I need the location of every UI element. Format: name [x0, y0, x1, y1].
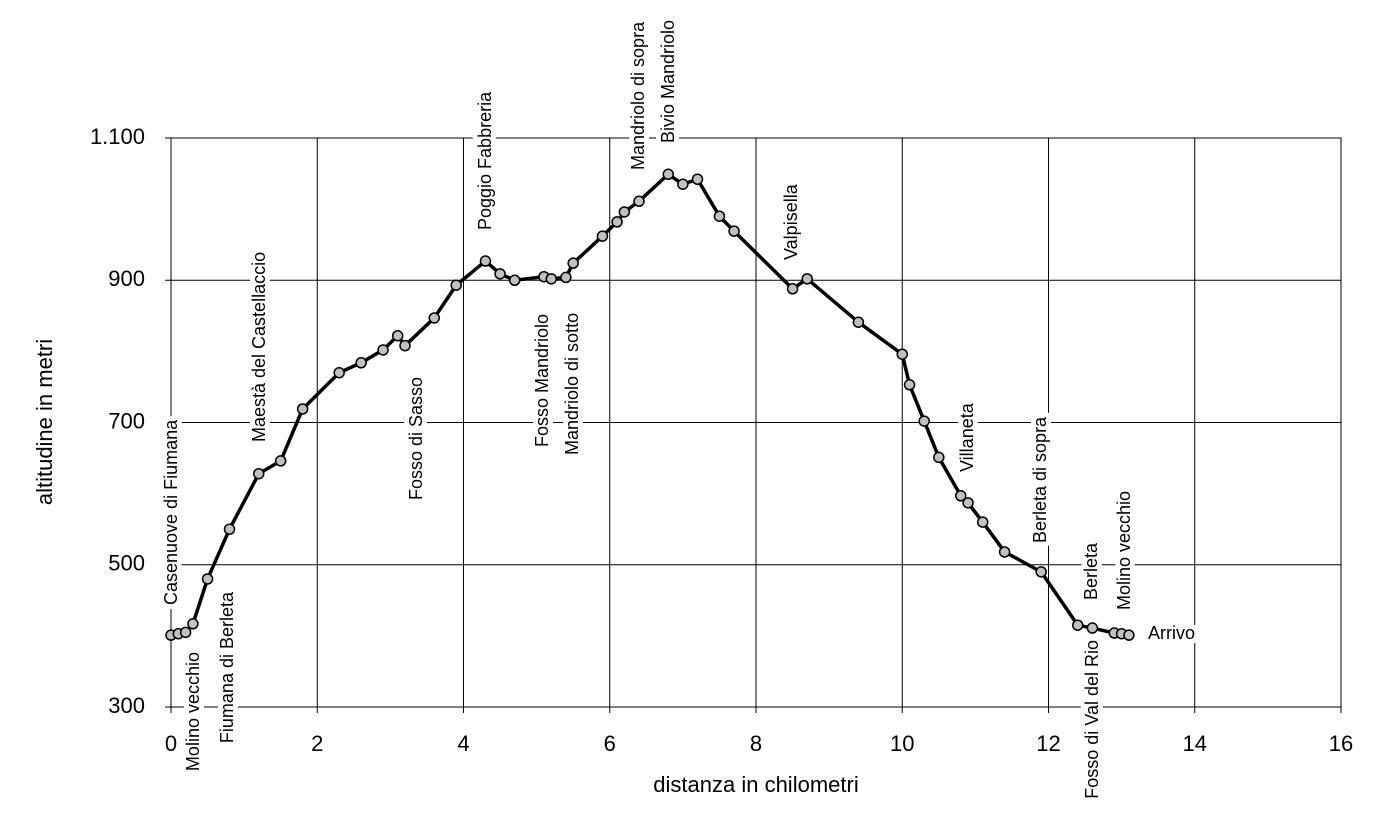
- annotation: Mandriolo di sopra: [628, 21, 648, 170]
- y-axis-label: altitudine in metri: [32, 339, 57, 505]
- point: [713, 210, 726, 222]
- y-tick-label: 1.100: [90, 124, 145, 149]
- point: [786, 283, 799, 295]
- point: [1035, 566, 1047, 578]
- plot-frame: [170, 137, 1342, 708]
- y-tick-label: 500: [108, 551, 145, 576]
- point: [545, 273, 557, 285]
- point: [399, 339, 411, 352]
- annotation: Molino vecchio: [1114, 491, 1134, 610]
- point: [998, 546, 1011, 558]
- point: [903, 379, 916, 391]
- point: [253, 467, 265, 480]
- annotation: Berleta di sopra: [1030, 416, 1050, 543]
- point: [296, 403, 309, 415]
- annotation: Mandriolo di sotto: [562, 313, 582, 455]
- point: [201, 573, 214, 585]
- point: [633, 195, 645, 208]
- point: [355, 357, 367, 369]
- point: [611, 216, 623, 228]
- point: [450, 279, 462, 291]
- point: [955, 490, 967, 502]
- x-tick-label: 10: [890, 731, 914, 756]
- y-tick-label: 900: [108, 266, 145, 291]
- annotation: Fosso di Val del Rio: [1082, 640, 1102, 799]
- x-tick-label: 2: [311, 731, 323, 756]
- annotation: Maestà del Castellaccio: [249, 252, 269, 442]
- point: [677, 178, 689, 190]
- annotation: Berleta: [1081, 542, 1101, 600]
- point: [428, 312, 440, 324]
- point: [567, 257, 579, 269]
- point: [187, 618, 199, 630]
- y-tick-label: 300: [108, 693, 145, 718]
- annotation: Bivio Mandriolo: [658, 20, 678, 143]
- annotation: Fiumana di Berleta: [217, 591, 237, 743]
- point: [479, 255, 492, 267]
- annotation: Arrivo: [1148, 623, 1195, 643]
- point: [801, 273, 813, 285]
- annotation: Fosso di Sasso: [406, 377, 426, 500]
- point: [223, 523, 236, 535]
- point: [691, 173, 704, 186]
- point: [333, 366, 345, 379]
- point: [560, 271, 572, 284]
- point: [852, 316, 865, 328]
- point: [508, 274, 521, 286]
- annotation: Molino vecchio: [183, 652, 203, 771]
- point: [962, 497, 974, 509]
- annotation: Fosso Mandriolo: [532, 314, 552, 447]
- point: [1123, 629, 1135, 641]
- x-tick-label: 6: [604, 731, 616, 756]
- point: [596, 230, 609, 242]
- annotation: Poggio Fabbreria: [475, 91, 495, 230]
- point: [1072, 619, 1084, 631]
- point: [728, 225, 740, 237]
- point: [391, 329, 404, 342]
- x-tick-label: 14: [1183, 731, 1207, 756]
- point: [1086, 622, 1099, 634]
- point: [377, 344, 389, 356]
- x-tick-label: 12: [1036, 731, 1060, 756]
- x-tick-label: 4: [457, 731, 469, 756]
- x-tick-label: 16: [1329, 731, 1353, 756]
- point: [662, 168, 674, 181]
- point: [918, 415, 930, 427]
- x-tick-label: 0: [165, 731, 177, 756]
- annotation: Casenuove di Fiumana: [161, 419, 181, 605]
- y-tick-label: 700: [108, 408, 145, 433]
- annotation: Villaneta: [957, 402, 977, 472]
- point: [274, 455, 287, 467]
- annotation: Valpisella: [781, 183, 801, 260]
- point: [896, 348, 908, 360]
- x-axis-label: distanza in chilometri: [653, 772, 858, 797]
- profile-line: [170, 172, 1130, 637]
- point: [179, 626, 192, 639]
- point: [494, 268, 506, 280]
- point: [976, 516, 989, 528]
- point: [618, 206, 631, 218]
- x-tick-label: 8: [750, 731, 762, 756]
- point: [933, 451, 945, 464]
